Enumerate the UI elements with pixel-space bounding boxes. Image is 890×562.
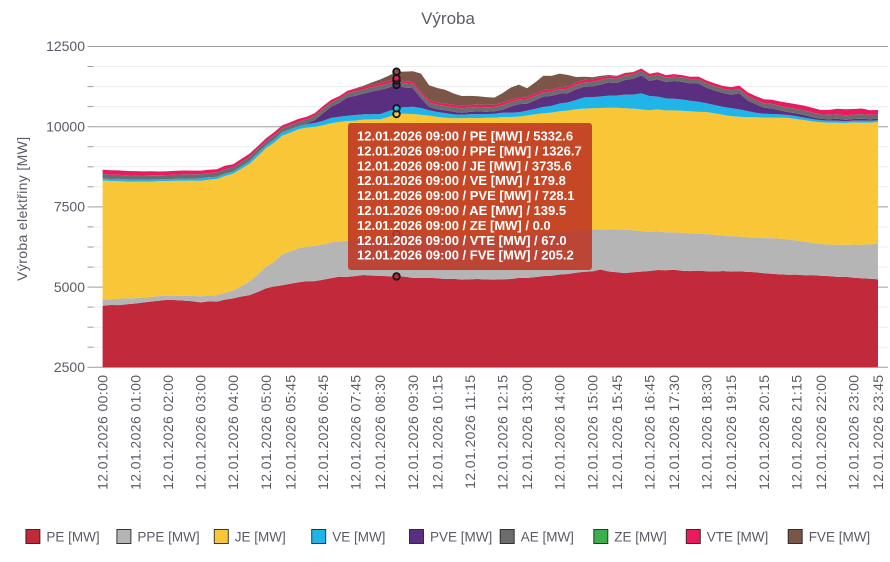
svg-text:12.01.2026 05:45: 12.01.2026 05:45	[282, 375, 298, 490]
svg-text:12.01.2026 21:15: 12.01.2026 21:15	[788, 375, 804, 490]
svg-text:12.01.2026 09:00 / FVE [MW] /: 12.01.2026 09:00 / FVE [MW] / 205.2	[357, 248, 574, 263]
svg-text:12.01.2026 09:00 / ZE [MW] / 0: 12.01.2026 09:00 / ZE [MW] / 0.0	[357, 218, 551, 233]
svg-text:12.01.2026 14:00: 12.01.2026 14:00	[552, 375, 568, 490]
svg-text:PE [MW]: PE [MW]	[46, 529, 99, 544]
svg-text:12.01.2026 03:00: 12.01.2026 03:00	[193, 375, 209, 490]
svg-text:Výroba: Výroba	[421, 9, 475, 28]
svg-text:12.01.2026 13:00: 12.01.2026 13:00	[519, 375, 535, 490]
svg-text:12.01.2026 07:45: 12.01.2026 07:45	[348, 375, 364, 490]
svg-text:12.01.2026 01:00: 12.01.2026 01:00	[127, 375, 143, 490]
svg-text:12.01.2026 09:00 / JE [MW] / 3: 12.01.2026 09:00 / JE [MW] / 3735.6	[357, 158, 572, 173]
svg-text:7500: 7500	[54, 199, 85, 215]
svg-text:12.01.2026 00:00: 12.01.2026 00:00	[95, 375, 111, 490]
svg-text:10000: 10000	[46, 118, 85, 134]
svg-text:5000: 5000	[54, 279, 85, 295]
svg-text:PPE [MW]: PPE [MW]	[137, 529, 199, 544]
svg-text:12.01.2026 19:15: 12.01.2026 19:15	[723, 375, 739, 490]
svg-text:12.01.2026 17:30: 12.01.2026 17:30	[666, 375, 682, 490]
svg-text:12.01.2026 06:45: 12.01.2026 06:45	[315, 375, 331, 490]
svg-text:12.01.2026 20:15: 12.01.2026 20:15	[756, 375, 772, 490]
svg-text:12.01.2026 09:00 / AE [MW] / 1: 12.01.2026 09:00 / AE [MW] / 139.5	[357, 203, 566, 218]
svg-text:12.01.2026 09:30: 12.01.2026 09:30	[405, 375, 421, 490]
svg-text:12.01.2026 05:00: 12.01.2026 05:00	[258, 375, 274, 490]
svg-text:12.01.2026 12:15: 12.01.2026 12:15	[495, 374, 511, 489]
svg-text:12.01.2026 16:45: 12.01.2026 16:45	[642, 375, 658, 490]
svg-text:12.01.2026 10:15: 12.01.2026 10:15	[429, 375, 445, 490]
svg-text:VE [MW]: VE [MW]	[332, 529, 385, 544]
svg-text:ZE [MW]: ZE [MW]	[614, 529, 667, 544]
svg-text:PVE [MW]: PVE [MW]	[430, 529, 492, 544]
svg-text:12.01.2026 18:30: 12.01.2026 18:30	[699, 375, 715, 490]
svg-text:12.01.2026 15:45: 12.01.2026 15:45	[609, 375, 625, 490]
svg-text:Výroba elektřiny [MW]: Výroba elektřiny [MW]	[14, 137, 30, 281]
svg-text:12.01.2026 09:00 / VE [MW] / 1: 12.01.2026 09:00 / VE [MW] / 179.8	[357, 173, 566, 188]
svg-text:12.01.2026 23:00: 12.01.2026 23:00	[846, 375, 862, 490]
svg-text:12.01.2026 22:00: 12.01.2026 22:00	[813, 375, 829, 490]
svg-text:12.01.2026 09:00 / VTE [MW] /: 12.01.2026 09:00 / VTE [MW] / 67.0	[357, 233, 567, 248]
svg-text:12.01.2026 15:00: 12.01.2026 15:00	[584, 375, 600, 490]
svg-text:12.01.2026 09:00 / PPE [MW] /: 12.01.2026 09:00 / PPE [MW] / 1326.7	[357, 143, 582, 158]
svg-text:12500: 12500	[46, 38, 85, 54]
svg-text:12.01.2026 23:45: 12.01.2026 23:45	[870, 375, 886, 490]
svg-text:12.01.2026 04:00: 12.01.2026 04:00	[225, 375, 241, 490]
svg-text:12.01.2026 02:00: 12.01.2026 02:00	[160, 375, 176, 490]
svg-text:12.01.2026 08:30: 12.01.2026 08:30	[372, 375, 388, 490]
svg-text:JE [MW]: JE [MW]	[235, 529, 286, 544]
svg-text:12.01.2026 09:00 / PVE [MW] /: 12.01.2026 09:00 / PVE [MW] / 728.1	[357, 188, 575, 203]
svg-text:12.01.2026 09:00 / PE [MW] / 5: 12.01.2026 09:00 / PE [MW] / 5332.6	[357, 129, 573, 144]
svg-text:FVE [MW]: FVE [MW]	[809, 529, 871, 544]
svg-text:AE [MW]: AE [MW]	[521, 529, 574, 544]
svg-text:2500: 2500	[54, 359, 85, 375]
svg-text:VTE [MW]: VTE [MW]	[707, 529, 769, 544]
svg-text:12.01.2026 11:15: 12.01.2026 11:15	[462, 375, 478, 489]
